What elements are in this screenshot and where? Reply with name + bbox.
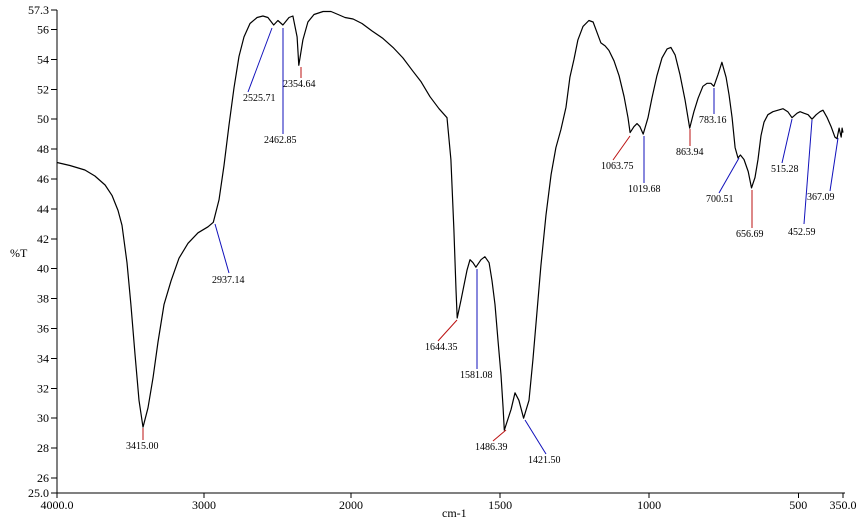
y-tick-label: 48 bbox=[37, 142, 49, 156]
peak-label: 2462.85 bbox=[264, 135, 297, 146]
x-tick-label: 500 bbox=[789, 498, 807, 512]
peak-leader-line bbox=[803, 119, 813, 225]
peak-leader-line bbox=[781, 118, 793, 164]
x-tick-label: 3000 bbox=[192, 498, 216, 512]
peak-leader-line bbox=[612, 135, 631, 161]
peak-leader-line bbox=[492, 429, 507, 442]
peak-label: 783.16 bbox=[699, 115, 727, 126]
peak-label: 1581.08 bbox=[460, 370, 493, 381]
y-tick-label: 42 bbox=[37, 232, 49, 246]
peak-label: 515.28 bbox=[771, 164, 799, 175]
x-tick-label: 1000 bbox=[637, 498, 661, 512]
y-tick-label: 26 bbox=[37, 471, 49, 485]
y-tick-label: 46 bbox=[37, 172, 49, 186]
y-axis-title: %T bbox=[10, 246, 28, 260]
y-tick-label: 32 bbox=[37, 381, 49, 395]
peak-label: 1644.35 bbox=[425, 342, 458, 353]
peak-label: 1019.68 bbox=[628, 184, 661, 195]
peak-label: 700.51 bbox=[706, 194, 734, 205]
peak-leader-line bbox=[524, 419, 547, 455]
peak-leader-line bbox=[247, 27, 273, 93]
x-axis-title: cm-1 bbox=[442, 506, 467, 520]
x-tick-label: 2000 bbox=[339, 498, 363, 512]
peak-label: 2937.14 bbox=[212, 275, 245, 286]
y-tick-label: 52 bbox=[37, 82, 49, 96]
y-tick-label: 25.0 bbox=[28, 486, 49, 500]
y-tick-label: 30 bbox=[37, 411, 49, 425]
y-tick-label: 54 bbox=[37, 52, 49, 66]
x-tick-label: 4000.0 bbox=[41, 498, 74, 512]
y-tick-label: 40 bbox=[37, 262, 49, 276]
peak-leader-line bbox=[829, 137, 839, 192]
peak-label: 1063.75 bbox=[601, 161, 634, 172]
y-tick-label: 44 bbox=[37, 202, 49, 216]
y-tick-label: 50 bbox=[37, 112, 49, 126]
peak-label: 452.59 bbox=[788, 227, 816, 238]
y-tick-label: 36 bbox=[37, 322, 49, 336]
peak-label: 2354.64 bbox=[283, 79, 316, 90]
y-tick-label: 57.3 bbox=[28, 3, 49, 17]
x-tick-label: 1500 bbox=[488, 498, 512, 512]
peak-leader-line bbox=[718, 157, 740, 194]
y-tick-label: 34 bbox=[37, 351, 49, 365]
y-tick-label: 28 bbox=[37, 441, 49, 455]
peak-label: 1421.50 bbox=[528, 455, 561, 466]
peak-leader-line bbox=[437, 319, 458, 342]
peak-label: 656.69 bbox=[736, 229, 764, 240]
peak-label: 367.09 bbox=[807, 192, 835, 203]
peak-label: 1486.39 bbox=[475, 442, 508, 453]
y-tick-label: 38 bbox=[37, 292, 49, 306]
spectrum-curve bbox=[56, 10, 844, 431]
peak-label: 863.94 bbox=[676, 147, 704, 158]
y-tick-label: 56 bbox=[37, 22, 49, 36]
x-tick-label: 350.0 bbox=[830, 498, 857, 512]
peak-leader-line bbox=[214, 223, 230, 274]
peak-label: 3415.00 bbox=[126, 441, 159, 452]
peak-label: 2525.71 bbox=[243, 93, 276, 104]
